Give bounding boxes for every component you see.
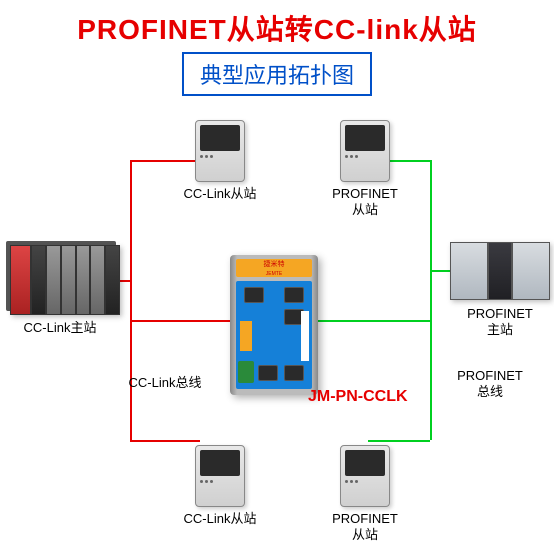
gateway-brand: 捷米特JEMTE: [236, 259, 312, 277]
gateway-model-label: JM-PN-CCLK: [308, 388, 408, 406]
profinet-slave-device: [340, 120, 390, 182]
profinet-master-label: PROFINET 主站: [460, 306, 540, 337]
cc-link-line: [130, 320, 230, 322]
cc-link-line: [130, 160, 200, 162]
cc-link-bus-label: CC-Link总线: [120, 375, 210, 391]
cc-link-slave-label: CC-Link从站: [175, 186, 265, 202]
cc-link-line: [130, 160, 132, 440]
cc-link-master-label: CC-Link主站: [10, 320, 110, 336]
cc-link-slave-label: CC-Link从站: [175, 511, 265, 527]
profinet-master-device: [450, 242, 550, 300]
page-title: PROFINET从站转CC-link从站: [0, 8, 554, 48]
profinet-bus-label: PROFINET 总线: [450, 368, 530, 399]
profinet-line: [368, 440, 430, 442]
profinet-slave-label: PROFINET 从站: [325, 511, 405, 542]
cc-link-master-device: [10, 245, 120, 315]
profinet-slave-device: [340, 445, 390, 507]
gateway-device: 捷米特JEMTE: [230, 255, 318, 395]
profinet-slave-label: PROFINET 从站: [325, 186, 405, 217]
subtitle-badge: 典型应用拓扑图: [182, 52, 372, 96]
cc-link-slave-device: [195, 445, 245, 507]
profinet-line: [318, 320, 430, 322]
profinet-line: [430, 160, 432, 440]
cc-link-slave-device: [195, 120, 245, 182]
cc-link-line: [130, 440, 200, 442]
